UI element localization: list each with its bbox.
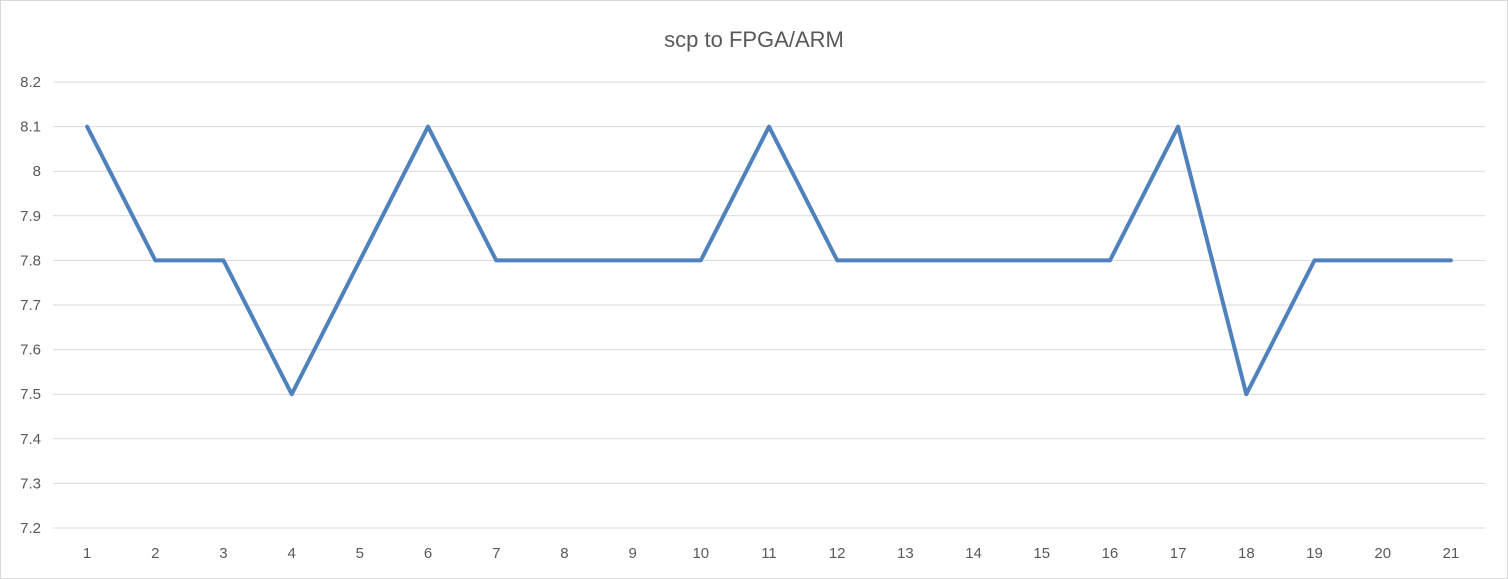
x-tick-label: 21 bbox=[1443, 545, 1460, 562]
x-tick-label: 7 bbox=[492, 545, 500, 562]
x-tick-label: 2 bbox=[151, 545, 159, 562]
x-tick-label: 8 bbox=[560, 545, 568, 562]
series-layer bbox=[85, 124, 1453, 397]
x-tick-label: 16 bbox=[1102, 545, 1119, 562]
x-tick-label: 15 bbox=[1033, 545, 1050, 562]
x-tick-label: 14 bbox=[965, 545, 982, 562]
y-tick-label: 7.3 bbox=[20, 475, 41, 492]
y-tick-label: 7.5 bbox=[20, 386, 41, 403]
y-tick-label: 8.1 bbox=[20, 119, 41, 136]
y-axis: 7.2 7.3 7.4 7.5 7.6 7.7 7.8 7.9 8 8.1 8.2 bbox=[20, 74, 41, 537]
y-tick-label: 7.7 bbox=[20, 297, 41, 314]
x-tick-label: 19 bbox=[1306, 545, 1323, 562]
series-line-0 bbox=[85, 124, 1453, 397]
x-tick-label: 9 bbox=[628, 545, 636, 562]
y-tick-label: 7.2 bbox=[20, 520, 41, 537]
gridlines bbox=[53, 81, 1485, 529]
x-tick-label: 10 bbox=[692, 545, 709, 562]
x-axis: 1 2 3 4 5 6 7 8 9 10 11 12 13 14 15 16 17 18 19 20 21 bbox=[83, 545, 1459, 562]
x-tick-label: 13 bbox=[897, 545, 914, 562]
x-tick-label: 3 bbox=[219, 545, 227, 562]
x-tick-label: 17 bbox=[1170, 545, 1187, 562]
y-tick-label: 7.9 bbox=[20, 208, 41, 225]
y-tick-label: 7.6 bbox=[20, 342, 41, 359]
x-tick-label: 6 bbox=[424, 545, 432, 562]
x-tick-label: 1 bbox=[83, 545, 91, 562]
chart-title: scp to FPGA/ARM bbox=[664, 27, 844, 52]
y-tick-label: 8.2 bbox=[20, 74, 41, 91]
x-tick-label: 18 bbox=[1238, 545, 1255, 562]
x-tick-label: 5 bbox=[356, 545, 364, 562]
y-tick-label: 8 bbox=[33, 163, 41, 180]
x-tick-label: 11 bbox=[761, 545, 777, 562]
x-tick-label: 20 bbox=[1374, 545, 1391, 562]
y-tick-label: 7.8 bbox=[20, 252, 41, 269]
x-tick-label: 4 bbox=[287, 545, 295, 562]
x-tick-label: 12 bbox=[829, 545, 846, 562]
y-tick-label: 7.4 bbox=[20, 431, 41, 448]
